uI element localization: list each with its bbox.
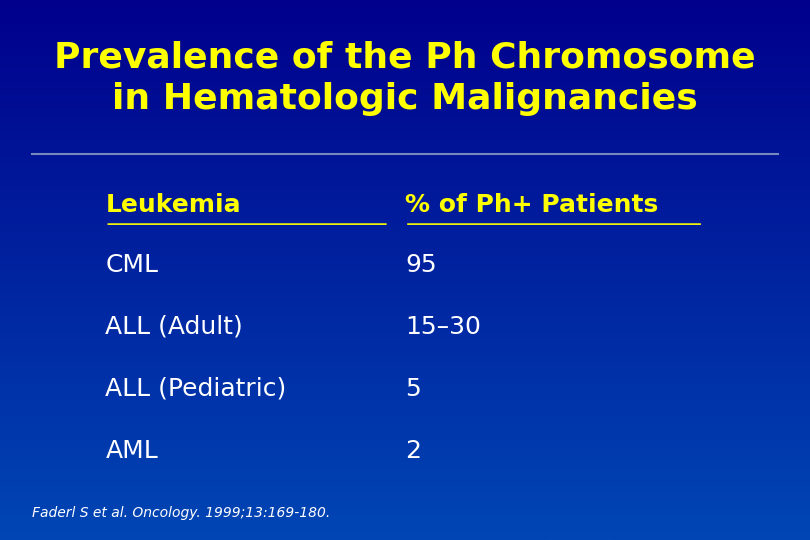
Text: 95: 95 <box>405 253 437 276</box>
Text: CML: CML <box>105 253 158 276</box>
Text: Faderl S et al. Oncology. 1999;13:169-180.: Faderl S et al. Oncology. 1999;13:169-18… <box>32 506 330 520</box>
Text: % of Ph+ Patients: % of Ph+ Patients <box>405 193 659 217</box>
Text: ALL (Adult): ALL (Adult) <box>105 315 243 339</box>
Text: Leukemia: Leukemia <box>105 193 241 217</box>
Text: 5: 5 <box>405 377 420 401</box>
Text: 15–30: 15–30 <box>405 315 481 339</box>
Text: ALL (Pediatric): ALL (Pediatric) <box>105 377 287 401</box>
Text: 2: 2 <box>405 439 421 463</box>
Text: AML: AML <box>105 439 158 463</box>
Text: Prevalence of the Ph Chromosome
in Hematologic Malignancies: Prevalence of the Ph Chromosome in Hemat… <box>54 40 756 116</box>
